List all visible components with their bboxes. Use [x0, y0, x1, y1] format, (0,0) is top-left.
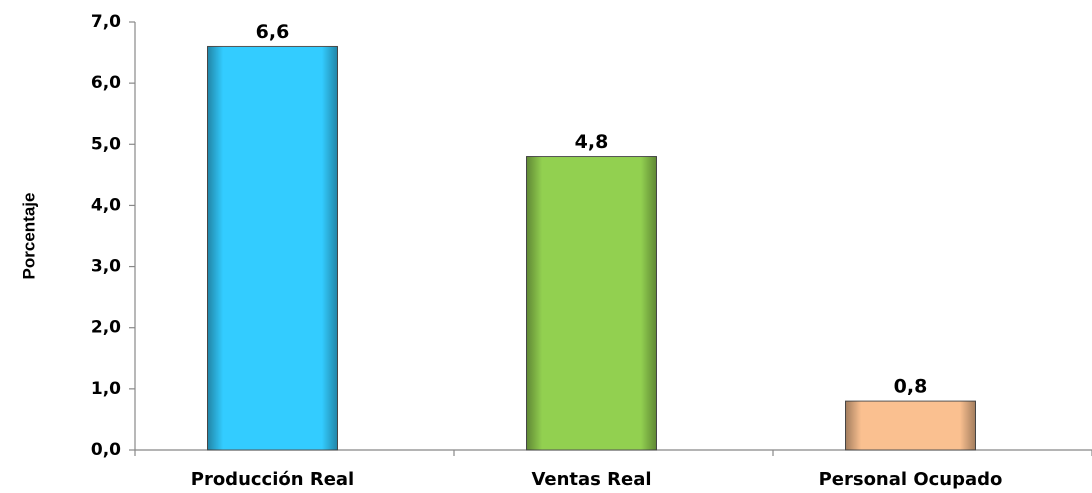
bar-shade [526, 156, 657, 450]
y-tick-label: 0,0 [91, 440, 121, 460]
y-tick-label: 1,0 [91, 379, 121, 399]
y-tick-label: 5,0 [91, 134, 121, 154]
bar-shade [207, 46, 338, 450]
y-tick-label: 6,0 [91, 73, 121, 93]
x-tick-label: Personal Ocupado [819, 469, 1003, 490]
x-tick-label: Ventas Real [531, 469, 651, 490]
y-axis-label: Porcentaje [19, 193, 38, 280]
y-tick-label: 2,0 [91, 318, 121, 338]
value-label: 6,6 [256, 21, 290, 43]
value-label: 0,8 [894, 376, 928, 398]
x-tick-label: Producción Real [191, 469, 354, 490]
value-label: 4,8 [575, 131, 609, 153]
y-tick-label: 7,0 [91, 12, 121, 32]
bar-shade [845, 401, 976, 450]
y-tick-label: 4,0 [91, 195, 121, 215]
y-tick-label: 3,0 [91, 257, 121, 277]
